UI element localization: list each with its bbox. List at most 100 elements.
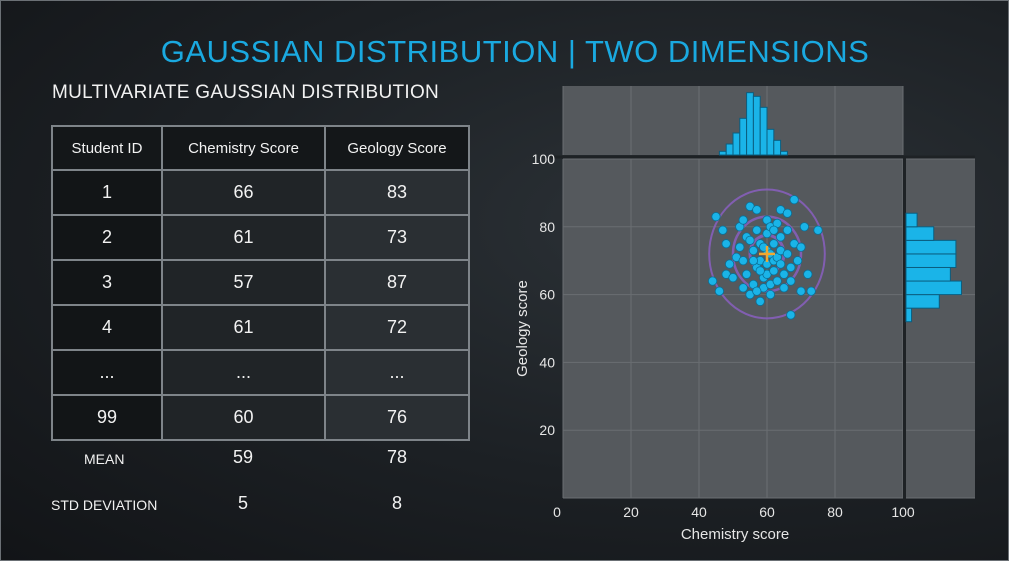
std-deviation-label: STD DEVIATION — [51, 497, 158, 513]
mean-marker — [759, 245, 775, 262]
table-row: 2 61 73 — [51, 214, 470, 261]
x-tick-label: 40 — [691, 504, 707, 520]
table-row: 99 60 76 — [51, 394, 470, 441]
data-point — [728, 273, 738, 283]
data-point — [748, 256, 759, 266]
top-histogram-bar — [752, 95, 761, 156]
data-point — [796, 242, 806, 252]
mean-label: MEAN — [84, 451, 125, 467]
cell-student-id: 4 — [51, 304, 163, 351]
top-histogram-bar — [766, 128, 775, 156]
top-histogram-bar — [759, 106, 768, 156]
y-tick-label: 100 — [532, 151, 556, 167]
data-point — [707, 276, 718, 286]
cell-geology-score: 76 — [324, 394, 470, 441]
data-point — [738, 283, 748, 293]
right-histogram-panel — [906, 159, 975, 498]
table-row: ... ... ... — [51, 349, 470, 396]
data-point — [786, 310, 796, 320]
table-row: 1 66 83 — [51, 169, 470, 216]
data-point — [721, 239, 731, 249]
y-axis-label: Geology score — [514, 280, 531, 377]
slide-title: GAUSSIAN DISTRIBUTION | TWO DIMENSIONS — [160, 34, 870, 69]
y-tick-label: 40 — [539, 354, 555, 370]
right-histogram-bar — [905, 266, 951, 282]
top-histogram-bar — [780, 150, 788, 156]
top-histogram-bar — [725, 143, 734, 156]
right-histogram — [905, 212, 962, 323]
right-histogram-bar — [905, 280, 962, 296]
cell-student-id: 1 — [51, 169, 163, 216]
data-point — [779, 283, 789, 293]
top-histogram-bar — [718, 150, 727, 156]
std-geology-value: 8 — [391, 493, 402, 513]
y-tick-label: 80 — [539, 219, 555, 235]
x-tick-label: 20 — [623, 504, 639, 520]
grid-lines — [549, 86, 975, 500]
mean-chemistry-value: 59 — [232, 447, 254, 467]
cell-student-id: 2 — [51, 214, 163, 261]
data-point — [738, 256, 748, 266]
table-header-row: Student ID Chemistry Score Geology Score — [51, 125, 470, 171]
data-point — [775, 259, 786, 269]
contour-ellipse — [708, 188, 826, 320]
header-student-id: Student ID — [51, 125, 163, 171]
data-point — [782, 225, 793, 235]
top-histogram — [718, 92, 788, 156]
data-point — [789, 195, 799, 205]
cell-chemistry-score: 61 — [161, 304, 326, 351]
data-point — [769, 225, 779, 235]
data-point — [745, 235, 755, 245]
section-title: MULTIVARIATE GAUSSIAN DISTRIBUTION — [52, 82, 440, 103]
data-point — [786, 276, 796, 286]
data-point — [752, 286, 762, 296]
axis-ticks: 0 20 40 60 80 100 20 40 60 80 100 — [532, 151, 915, 520]
x-axis-label: Chemistry score — [681, 526, 789, 543]
data-point — [792, 256, 803, 266]
data-point — [752, 205, 762, 215]
data-point — [752, 225, 762, 235]
cell-chemistry-score: 57 — [161, 259, 326, 306]
scores-table: Student ID Chemistry Score Geology Score… — [51, 125, 470, 441]
data-point — [772, 276, 782, 286]
top-histogram-bar — [746, 92, 754, 156]
right-histogram-bar — [905, 307, 913, 323]
data-point — [711, 212, 721, 222]
data-point — [786, 262, 796, 273]
data-point — [765, 289, 776, 300]
table-row: 3 57 87 — [51, 259, 470, 306]
data-point — [806, 286, 816, 296]
right-histogram-bar — [905, 253, 957, 268]
x-tick-label: 0 — [553, 504, 561, 520]
data-point — [718, 225, 728, 235]
x-tick-label: 60 — [759, 504, 775, 520]
data-point — [799, 222, 810, 232]
scatter-points — [707, 195, 823, 320]
data-point — [741, 269, 752, 279]
right-histogram-bar — [905, 294, 940, 309]
data-point — [803, 269, 813, 279]
mean-geology-value: 78 — [386, 447, 408, 467]
y-tick-label: 60 — [539, 287, 555, 303]
data-point — [755, 266, 765, 276]
x-tick-label: 100 — [891, 504, 915, 520]
cell-student-id: ... — [51, 349, 163, 396]
cell-geology-score: 87 — [324, 259, 470, 306]
data-point — [796, 286, 806, 296]
std-chemistry-value: 5 — [237, 493, 248, 513]
data-point — [748, 245, 759, 256]
cell-chemistry-score: 60 — [161, 394, 326, 441]
data-point — [755, 296, 765, 306]
top-histogram-bar — [773, 139, 782, 156]
data-point — [738, 215, 748, 225]
cell-geology-score: 72 — [324, 304, 470, 351]
data-point — [813, 225, 823, 235]
data-point — [724, 259, 735, 269]
cell-student-id: 99 — [51, 394, 163, 441]
cell-chemistry-score: 66 — [161, 169, 326, 216]
data-point — [782, 208, 793, 218]
data-point — [714, 286, 725, 296]
x-tick-label: 80 — [827, 504, 843, 520]
cell-geology-score: ... — [324, 349, 470, 396]
